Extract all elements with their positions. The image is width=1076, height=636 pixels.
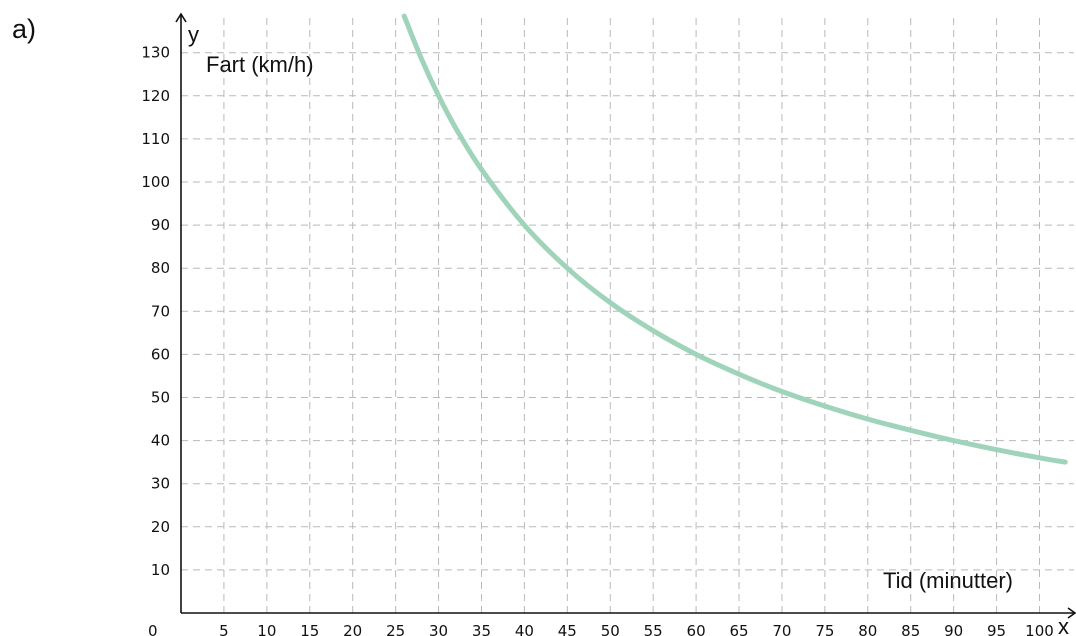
x-tick-label: 30 — [429, 622, 448, 636]
x-tick-label: 25 — [386, 622, 405, 636]
y-tick-label: 130 — [141, 44, 170, 62]
x-tick-label: 0 — [148, 622, 158, 636]
x-tick-label: 45 — [558, 622, 577, 636]
grid — [181, 15, 1074, 613]
y-tick-label: 20 — [151, 518, 170, 536]
x-tick-label: 70 — [772, 622, 791, 636]
y-tick-label: 80 — [151, 259, 170, 277]
x-axis-variable: x — [1058, 614, 1069, 636]
x-tick-label: 80 — [858, 622, 877, 636]
x-tick-label: 15 — [300, 622, 319, 636]
x-tick-label: 10 — [257, 622, 276, 636]
x-tick-label: 95 — [987, 622, 1006, 636]
y-axis-label: Fart (km/h) — [206, 52, 314, 77]
y-tick-label: 50 — [151, 389, 170, 407]
y-tick-label: 30 — [151, 475, 170, 493]
x-tick-label: 65 — [729, 622, 748, 636]
y-axis-arrow — [175, 12, 187, 23]
x-tick-label: 75 — [815, 622, 834, 636]
series-line — [401, 13, 1068, 465]
y-tick-label: 60 — [151, 345, 170, 363]
x-axis-label: Tid (minutter) — [883, 568, 1013, 593]
x-tick-labels: 0 5 10 15 20 25 30 35 40 45 50 55 60 65 70 75 80 85 90 95 10… — [148, 622, 1054, 636]
x-tick-label: 40 — [515, 622, 534, 636]
axes — [175, 12, 1076, 619]
x-tick-label: 55 — [644, 622, 663, 636]
part-label: a) — [12, 14, 37, 44]
x-tick-label: 100 — [1025, 622, 1054, 636]
y-tick-label: 70 — [151, 302, 170, 320]
y-tick-labels: 10 20 30 40 50 60 70 80 90 100 110 120 130 — [141, 44, 170, 579]
y-tick-label: 10 — [151, 561, 170, 579]
x-tick-label: 35 — [472, 622, 491, 636]
x-tick-label: 60 — [687, 622, 706, 636]
y-axis-variable: y — [188, 22, 199, 47]
x-tick-label: 5 — [219, 622, 229, 636]
y-tick-label: 120 — [141, 87, 170, 105]
x-tick-label: 90 — [944, 622, 963, 636]
y-tick-label: 40 — [151, 432, 170, 450]
y-tick-label: 110 — [141, 130, 170, 148]
x-tick-label: 20 — [343, 622, 362, 636]
y-tick-label: 100 — [141, 173, 170, 191]
x-tick-label: 85 — [901, 622, 920, 636]
x-tick-label: 50 — [601, 622, 620, 636]
x-axis-arrow — [1067, 607, 1076, 619]
y-tick-label: 90 — [151, 216, 170, 234]
